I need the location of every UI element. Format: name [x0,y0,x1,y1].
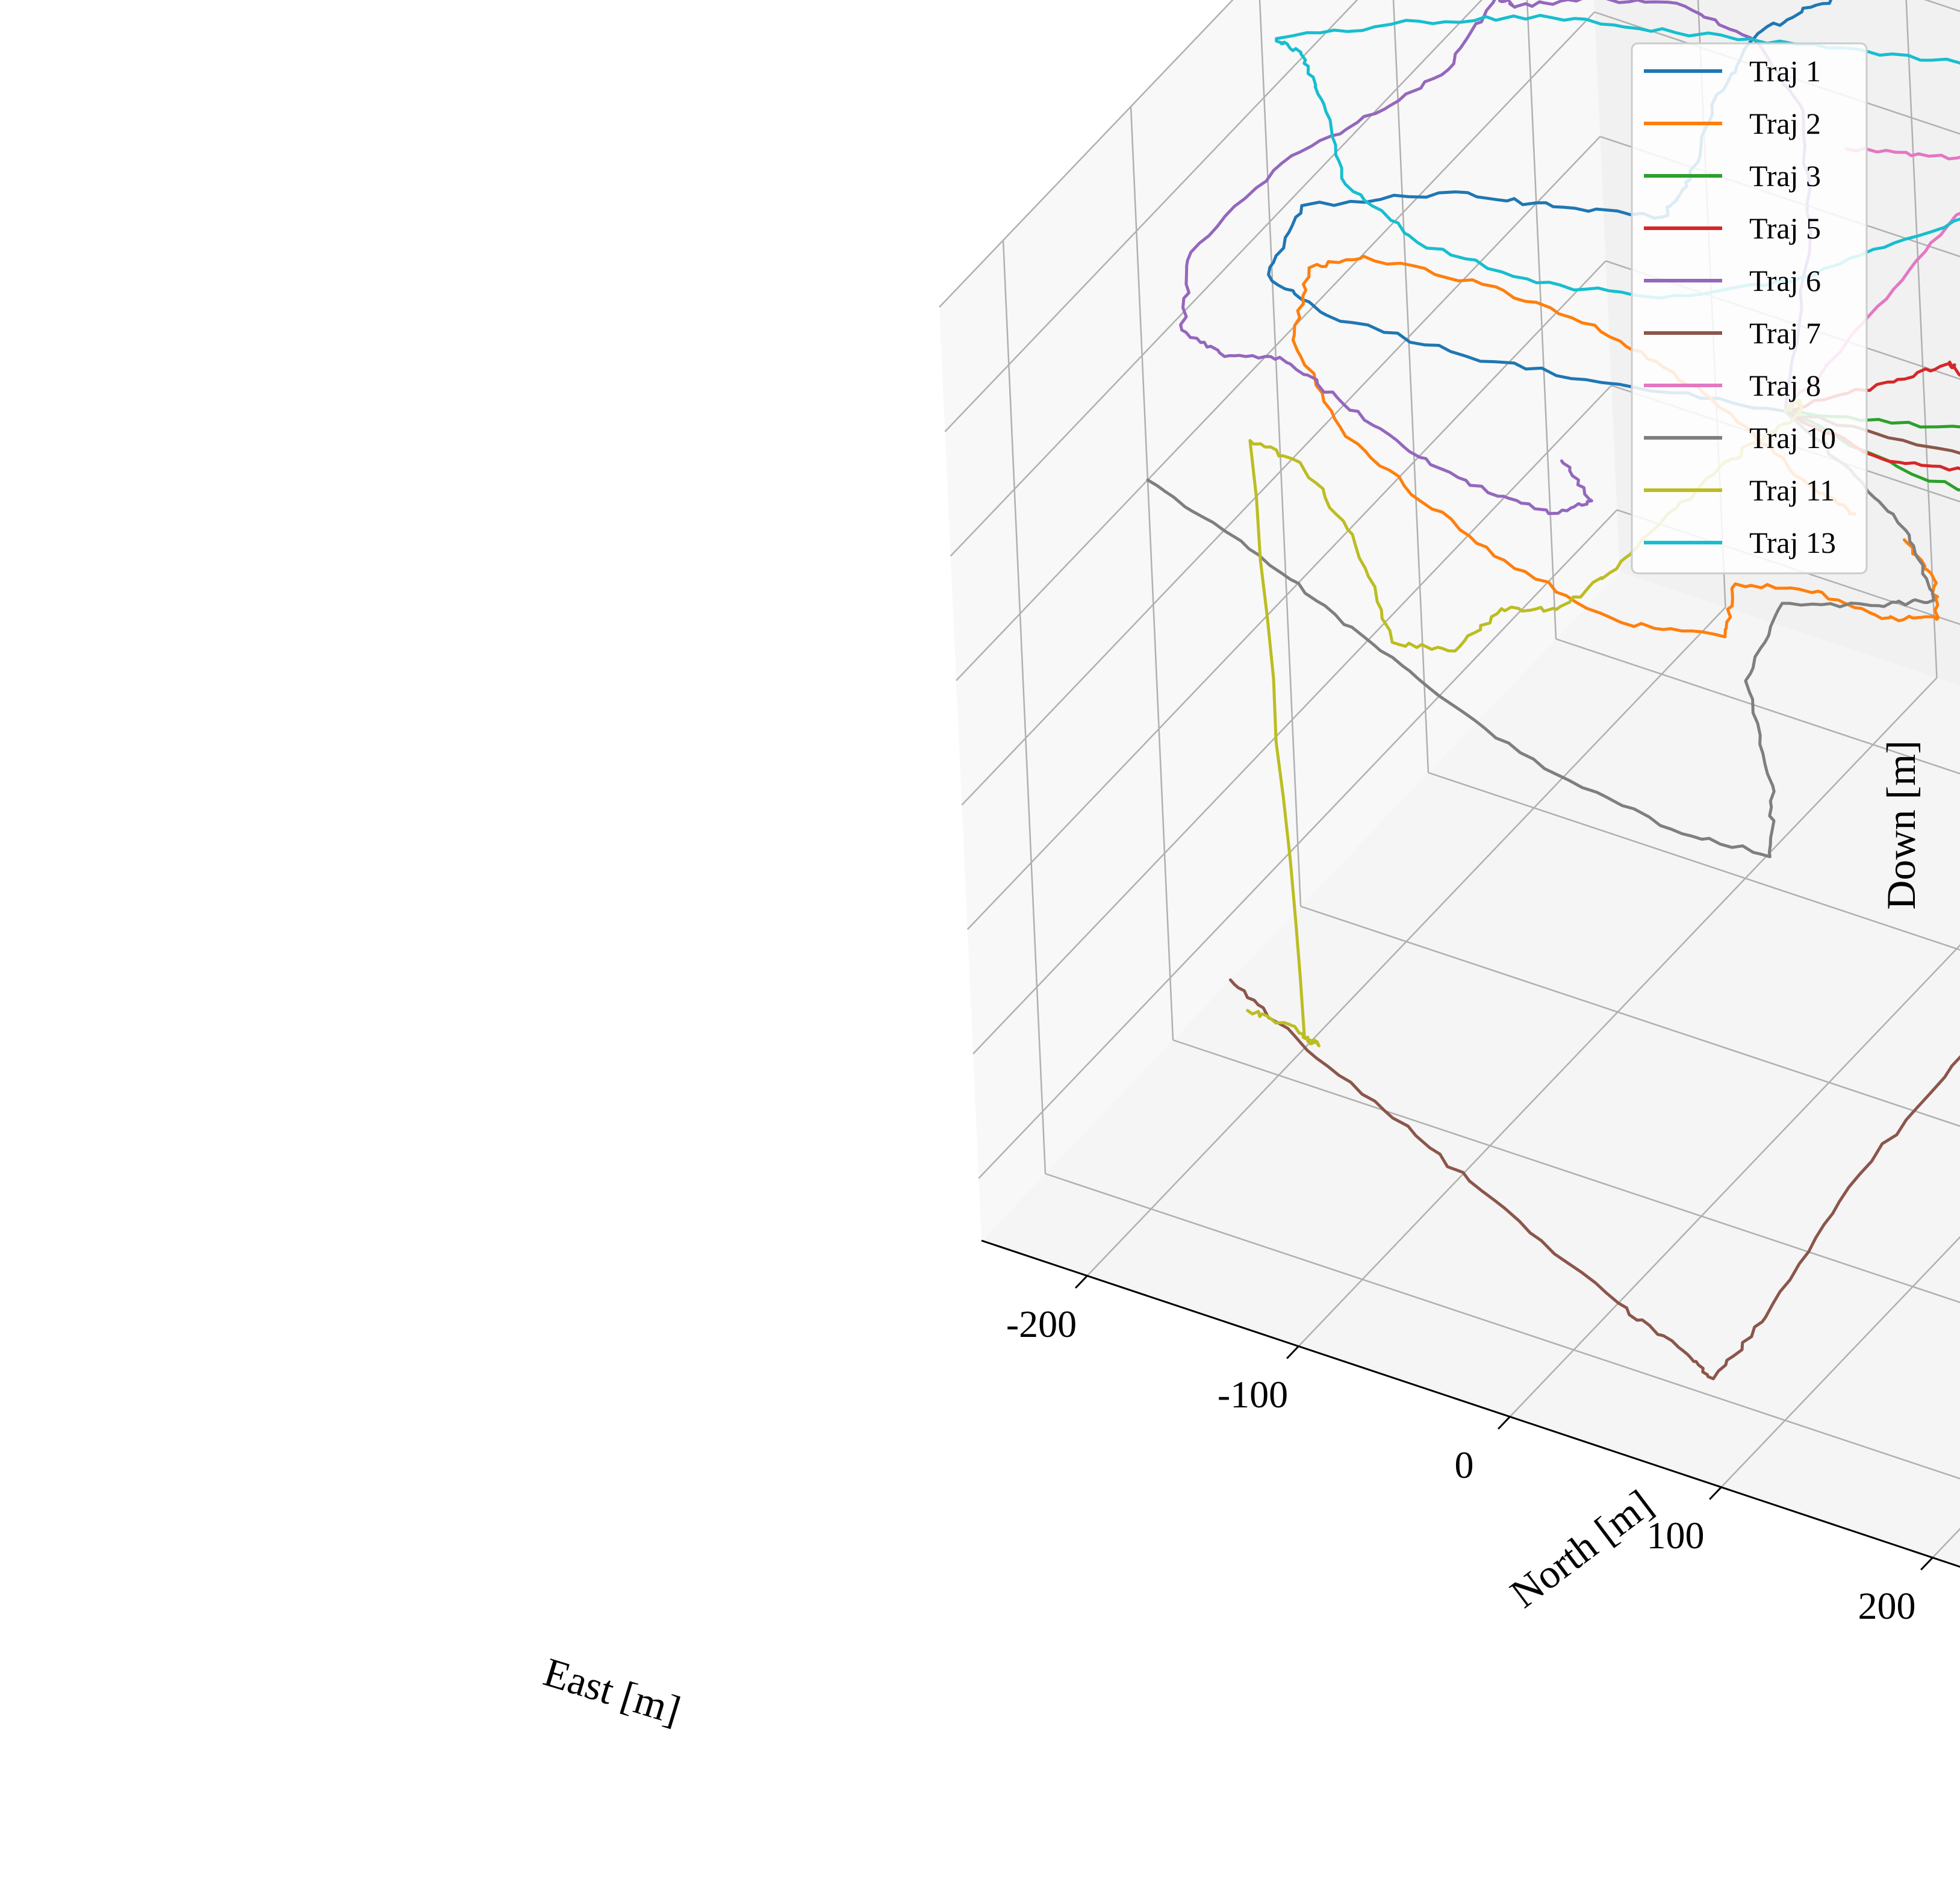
axes [981,1239,1960,1571]
legend-label: Traj 1 [1749,54,1821,88]
series-line-traj-13 [1275,14,1960,300]
grid-z-left [961,135,1601,806]
grid-y-floor [1045,1173,1960,1480]
grid-y-left [1258,0,1302,907]
legend-label: Traj 8 [1749,369,1821,402]
legend-label: Traj 2 [1749,107,1821,140]
grid-z-left [944,0,1358,432]
legend-label: Traj 10 [1749,421,1836,455]
series-line-traj-7 [1228,410,1960,1380]
x-axis-title: East [m] [539,1649,686,1734]
series-line-traj-6 [1179,0,1812,515]
y-axis-title: North [m] [1502,1481,1661,1616]
legend-label: Traj 5 [1749,211,1821,245]
grid-y-left [1392,0,1430,773]
x-tick-label: 100 [1647,1514,1705,1557]
left-pane [939,0,1620,1241]
grid-y-floor [1555,638,1960,774]
legend-items: Traj 1 Traj 2 Traj 3 Traj 5 Traj 6 Traj 7 Traj… [1644,54,1836,559]
x-tick-label: -200 [1006,1303,1077,1345]
x-tick [1498,1416,1511,1430]
grid-z-left [956,11,1595,681]
x-tick [1920,1557,1934,1571]
grid-z-left [966,260,1607,930]
grid-x-back [1905,0,1938,678]
tick-labels: -200-1000100200-400-2000200400-10-8-6-4-… [1006,1303,1916,1627]
grid-z-left [950,0,1483,557]
legend-label: Traj 3 [1749,159,1821,193]
grid-y-floor [1172,1039,1960,1303]
legend: Traj 1 Traj 2 Traj 3 Traj 5 Traj 6 Traj 7 Traj… [1631,42,1868,575]
floor-pane [982,572,1960,1567]
grid-z-left [939,0,1234,308]
legend-label: Traj 6 [1749,264,1821,297]
x-tick [1286,1345,1299,1359]
grid-y-left [1130,106,1174,1041]
grid-y-floor [1300,905,1960,1127]
series-line-traj-10 [1146,410,1935,859]
z-axis-title: Down [m] [1878,740,1924,909]
series-line-traj-5 [1784,360,1960,472]
legend-label: Traj 11 [1749,473,1835,507]
x-tick [1709,1486,1722,1500]
legend-label: Traj 13 [1749,526,1836,559]
grid-x-floor [1720,1236,1960,1488]
grid-y-left [1002,240,1047,1174]
grid-y-left [1526,0,1557,640]
grid-y-floor [1428,771,1960,951]
series-line-traj-1 [1267,0,1833,413]
legend-label: Traj 7 [1749,316,1821,350]
x-tick-label: -100 [1218,1373,1288,1416]
x-tick-label: 0 [1455,1444,1474,1486]
x-tick [1075,1275,1088,1289]
x-tick-label: 200 [1858,1584,1916,1627]
grid-z-left [978,509,1618,1179]
series-group [1146,0,1960,1380]
